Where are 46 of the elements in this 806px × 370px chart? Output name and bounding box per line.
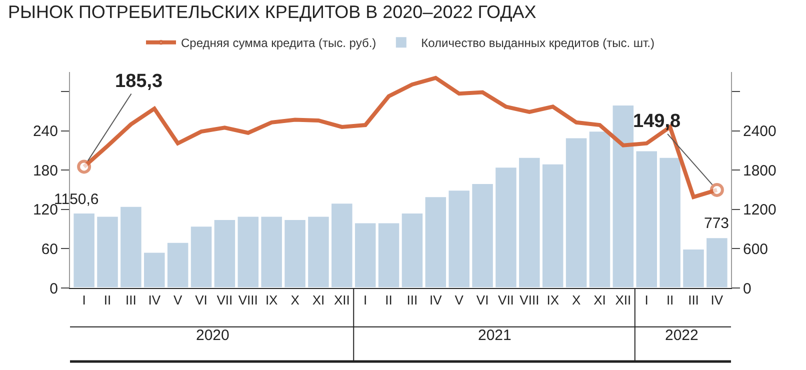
x-tick-label: III [406, 292, 418, 308]
x-tick-label: III [126, 292, 136, 308]
y-tick-label: 240 [32, 123, 58, 140]
x-tick-label: X [572, 292, 581, 308]
x-tick-label: I [82, 292, 86, 308]
x-tick-label: IV [148, 292, 161, 308]
data-label: 773 [704, 215, 730, 232]
x-tick-label: VI [476, 292, 489, 308]
x-tick-label: IX [546, 292, 560, 308]
x-tick-label: XI [594, 292, 606, 308]
y-tick-label: 180 [32, 162, 58, 180]
text: 2020 [196, 327, 230, 344]
x-tick-label: VI [195, 292, 208, 308]
text: 2021 [478, 327, 512, 344]
y2-tick-label: 1800 [743, 162, 776, 180]
x-tick-label: II [104, 292, 112, 308]
x-tick-label: IV [430, 292, 442, 308]
y2-tick-label: 1200 [743, 202, 776, 219]
data-label: 185,3 [115, 71, 163, 92]
x-tick-label: XII [334, 292, 350, 308]
x-tick-label: XI [312, 292, 325, 308]
y2-tick-label: 0 [743, 280, 752, 298]
x-tick-label: I [364, 292, 368, 308]
data-label: 149,8 [633, 111, 681, 132]
x-tick-label: II [385, 292, 392, 308]
x-tick-label: XII [615, 292, 632, 308]
x-tick-label: VII [216, 292, 233, 308]
legend-label: Количество выданных кредитов (тыс. шт.) [421, 36, 655, 50]
y-tick-label: 60 [41, 240, 58, 258]
x-tick-label: III [688, 292, 699, 308]
x-tick-label: IV [710, 292, 724, 308]
x-tick-label: X [290, 292, 300, 308]
y2-tick-label: 600 [743, 240, 768, 258]
text: 2022 [665, 327, 698, 344]
y-tick-label: 0 [50, 280, 58, 298]
x-tick-label: V [173, 292, 182, 308]
x-tick-label: VIII [238, 292, 258, 308]
x-tick-label: I [644, 292, 648, 308]
y2-tick-label: 2400 [743, 123, 776, 140]
x-tick-label: II [666, 292, 674, 308]
legend-label: Средняя сумма кредита (тыс. руб.) [181, 36, 376, 50]
x-tick-label: V [454, 292, 464, 308]
x-tick-label: VII [498, 292, 514, 308]
x-tick-label: VIII [520, 292, 540, 308]
x-tick-label: IX [265, 292, 278, 308]
chart-title: РЫНОК ПОТРЕБИТЕЛЬСКИХ КРЕДИТОВ В 2020–2022 ГОДАХ [8, 2, 536, 22]
